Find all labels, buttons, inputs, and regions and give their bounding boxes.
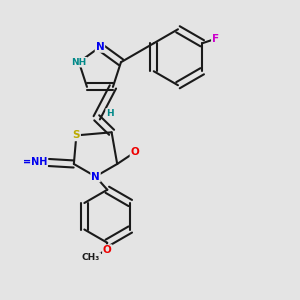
Text: CH₃: CH₃	[82, 253, 100, 262]
Text: H: H	[106, 109, 114, 118]
Text: NH: NH	[71, 58, 87, 67]
Text: O: O	[103, 245, 112, 255]
Text: =NH: =NH	[23, 157, 47, 167]
Text: S: S	[73, 130, 80, 140]
Text: O: O	[130, 147, 139, 157]
Text: F: F	[212, 34, 219, 44]
Text: N: N	[96, 42, 104, 52]
Text: N: N	[91, 172, 100, 182]
Text: NH: NH	[30, 158, 46, 167]
